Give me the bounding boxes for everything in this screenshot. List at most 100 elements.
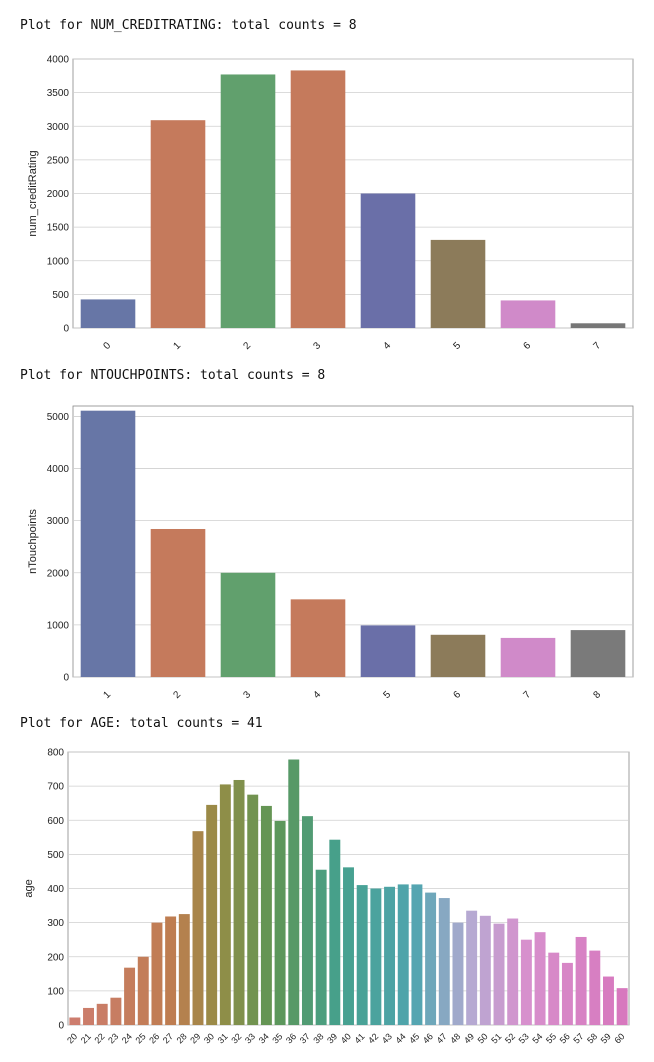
bar-30 bbox=[206, 804, 218, 1025]
x-tick-label: 7 bbox=[591, 340, 603, 352]
x-tick-label: 27 bbox=[161, 1031, 175, 1045]
chart-3-plot: 0 100 200 300 400 500 600 700 800 age 20 21 22 23 24 25… bbox=[23, 748, 630, 1045]
bar-21 bbox=[83, 1007, 94, 1025]
x-tick-label: 50 bbox=[476, 1031, 490, 1045]
bar-60 bbox=[616, 988, 628, 1025]
x-tick-label: 5 bbox=[451, 340, 463, 352]
bar-36 bbox=[288, 759, 300, 1025]
x-tick-label: 47 bbox=[435, 1031, 449, 1045]
y-tick-label: 0 bbox=[58, 1021, 64, 1032]
x-tick-label: 1 bbox=[171, 340, 183, 352]
bar-1 bbox=[80, 410, 136, 677]
x-tick-label: 51 bbox=[489, 1031, 503, 1045]
x-tick-label: 20 bbox=[65, 1031, 79, 1045]
bar-58 bbox=[589, 950, 601, 1025]
x-tick-label: 41 bbox=[352, 1031, 366, 1045]
x-tick-label: 43 bbox=[380, 1031, 394, 1045]
chart-2-title: Plot for NTOUCHPOINTS: total counts = 8 bbox=[20, 368, 326, 383]
bar-42 bbox=[370, 888, 382, 1025]
bar-27 bbox=[165, 916, 177, 1025]
x-tick-label: 2 bbox=[171, 689, 183, 701]
y-tick-label: 400 bbox=[47, 884, 64, 895]
bar-20 bbox=[69, 1017, 81, 1025]
x-tick-label: 53 bbox=[517, 1031, 531, 1045]
bar-50 bbox=[479, 915, 491, 1025]
y-tick-label: 500 bbox=[52, 290, 69, 301]
bar-57 bbox=[575, 936, 587, 1025]
x-tick-label: 22 bbox=[92, 1031, 106, 1045]
y-tick-label: 800 bbox=[47, 748, 64, 759]
bar-4 bbox=[360, 193, 416, 328]
x-tick-label: 6 bbox=[521, 340, 533, 352]
bar-34 bbox=[260, 805, 272, 1025]
x-tick-label: 29 bbox=[188, 1031, 202, 1045]
y-tick-label: 500 bbox=[47, 850, 64, 861]
bar-5 bbox=[430, 239, 486, 328]
x-tick-label: 49 bbox=[462, 1031, 476, 1045]
bar-31 bbox=[219, 784, 231, 1025]
x-tick-label: 52 bbox=[503, 1031, 517, 1045]
x-tick-label: 48 bbox=[448, 1031, 462, 1045]
x-tick-label: 25 bbox=[134, 1031, 148, 1045]
y-tick-label: 0 bbox=[63, 324, 69, 335]
bar-7 bbox=[500, 637, 556, 677]
bar-37 bbox=[301, 816, 313, 1025]
bar-6 bbox=[430, 634, 486, 677]
x-tick-label: 36 bbox=[284, 1031, 298, 1045]
x-tick-label: 28 bbox=[175, 1031, 189, 1045]
bar-48 bbox=[452, 922, 464, 1025]
x-tick-label: 5 bbox=[381, 689, 393, 701]
bar-43 bbox=[384, 886, 396, 1025]
x-tick-label: 4 bbox=[381, 340, 393, 352]
bar-56 bbox=[561, 962, 573, 1025]
x-tick-label: 26 bbox=[147, 1031, 161, 1045]
y-tick-label: 200 bbox=[47, 952, 64, 963]
bar-26 bbox=[151, 922, 163, 1025]
bar-3 bbox=[220, 572, 276, 677]
y-tick-label: 1500 bbox=[47, 223, 70, 234]
x-tick-label: 40 bbox=[339, 1031, 353, 1045]
bar-33 bbox=[247, 794, 259, 1025]
y-tick-label: 3000 bbox=[47, 516, 70, 527]
x-tick-label: 59 bbox=[599, 1031, 613, 1045]
y-tick-label: 2000 bbox=[47, 568, 70, 579]
bar-46 bbox=[425, 892, 437, 1025]
y-axis-label: num_creditRating bbox=[27, 150, 39, 236]
x-tick-label: 54 bbox=[530, 1031, 544, 1045]
x-tick-label: 21 bbox=[79, 1031, 93, 1045]
x-tick-label: 3 bbox=[311, 340, 323, 352]
x-tick-label: 38 bbox=[311, 1031, 325, 1045]
x-tick-label: 46 bbox=[421, 1031, 435, 1045]
x-tick-label: 55 bbox=[544, 1031, 558, 1045]
x-tick-label: 60 bbox=[612, 1031, 626, 1045]
y-tick-label: 4000 bbox=[47, 464, 70, 475]
bar-55 bbox=[548, 952, 560, 1025]
y-tick-label: 1000 bbox=[47, 620, 70, 631]
x-tick-label: 8 bbox=[591, 689, 603, 701]
bar-23 bbox=[110, 997, 122, 1025]
y-axis-label: nTouchpoints bbox=[27, 509, 39, 574]
x-tick-label: 24 bbox=[120, 1031, 134, 1045]
y-tick-label: 3500 bbox=[47, 88, 70, 99]
x-tick-label: 6 bbox=[451, 689, 463, 701]
y-tick-label: 3000 bbox=[47, 122, 70, 133]
bar-54 bbox=[534, 932, 546, 1025]
x-tick-label: 1 bbox=[101, 689, 113, 701]
y-tick-label: 700 bbox=[47, 782, 64, 793]
x-tick-label: 4 bbox=[311, 689, 323, 701]
bar-8 bbox=[570, 630, 626, 677]
x-tick-label: 37 bbox=[298, 1031, 312, 1045]
y-tick-label: 1000 bbox=[47, 256, 70, 267]
bar-22 bbox=[96, 1003, 108, 1025]
y-axis-label: age bbox=[23, 879, 35, 897]
bar-35 bbox=[274, 820, 286, 1025]
chart-3-title: Plot for AGE: total counts = 41 bbox=[20, 716, 263, 731]
bar-41 bbox=[356, 885, 368, 1025]
bar-38 bbox=[315, 869, 327, 1025]
y-tick-label: 5000 bbox=[47, 412, 70, 423]
bar-0 bbox=[80, 299, 136, 328]
bar-29 bbox=[192, 831, 204, 1025]
x-tick-label: 33 bbox=[243, 1031, 257, 1045]
bar-6 bbox=[500, 300, 556, 328]
x-tick-label: 0 bbox=[101, 340, 113, 352]
